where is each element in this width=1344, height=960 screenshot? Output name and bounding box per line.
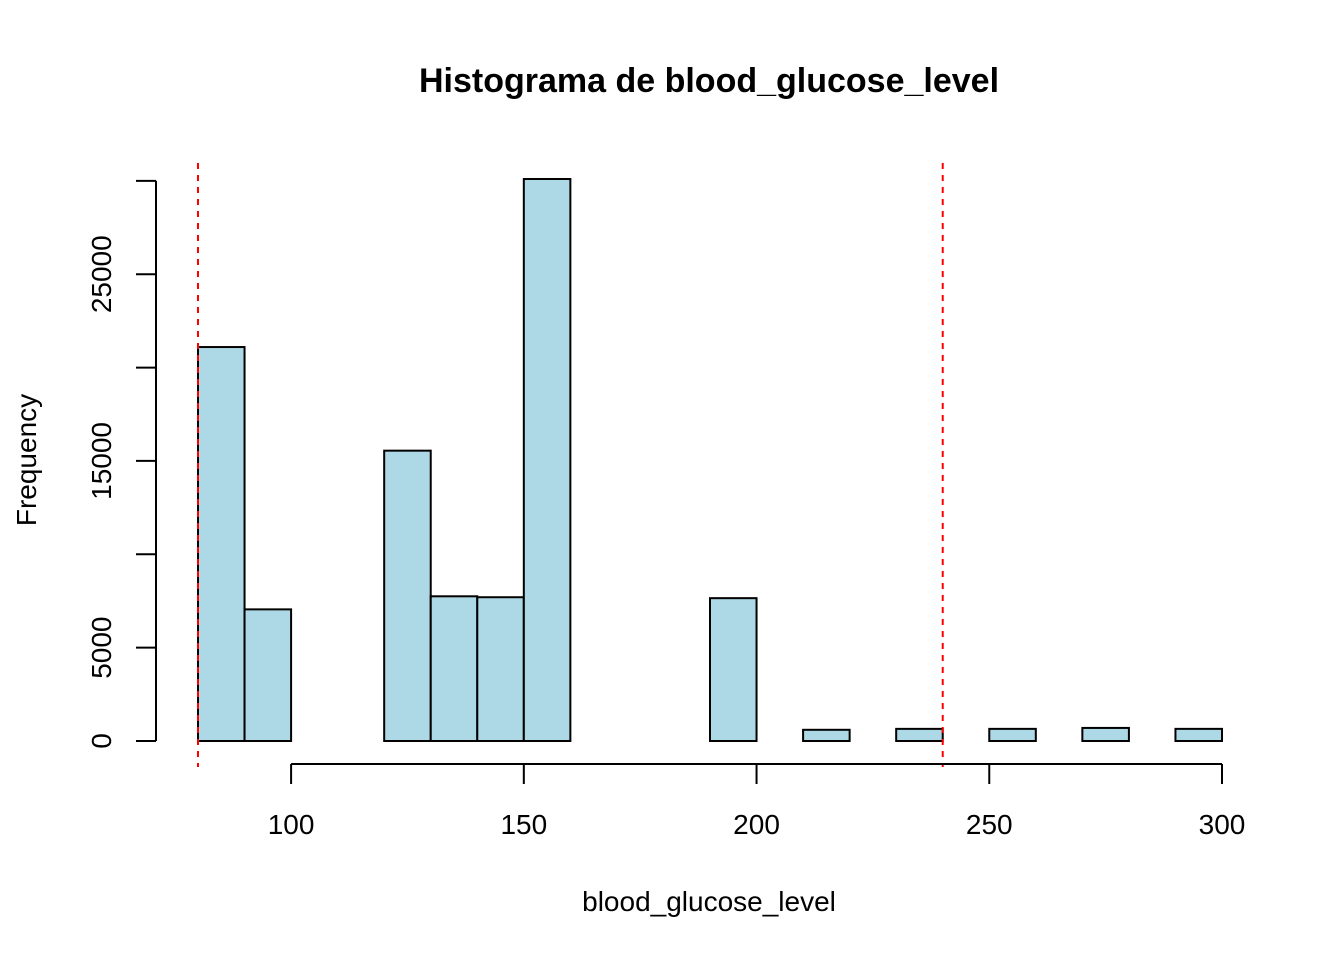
histogram-bar — [802, 728, 851, 743]
x-tick-label: 250 — [966, 809, 1013, 840]
histogram-bar — [243, 608, 293, 742]
x-tick-label: 150 — [500, 809, 547, 840]
bars-group — [197, 178, 1224, 743]
y-tick-label: 5000 — [86, 616, 117, 678]
histogram-bar — [197, 346, 246, 742]
chart-title: Histograma de blood_glucose_level — [419, 62, 999, 100]
x-axis: 100 150 200 250 300 — [268, 763, 1246, 840]
histogram-bar — [522, 178, 572, 742]
y-tick-label: 15000 — [86, 422, 117, 500]
histogram-bar — [988, 727, 1037, 742]
y-tick-label: 25000 — [86, 235, 117, 313]
y-axis-label: Frequency — [11, 394, 42, 526]
x-tick-label: 300 — [1199, 809, 1246, 840]
histogram-bar — [429, 595, 479, 743]
y-tick-label: 0 — [86, 733, 117, 749]
histogram-bar — [383, 449, 432, 742]
histogram-bar — [476, 596, 525, 742]
x-tick-label: 200 — [733, 809, 780, 840]
x-axis-label: blood_glucose_level — [582, 886, 836, 917]
histogram-bar — [895, 727, 944, 742]
histogram-bar — [1081, 726, 1130, 743]
x-tick-label: 100 — [268, 809, 315, 840]
histogram-bar — [1174, 727, 1224, 742]
histogram-bar — [709, 597, 758, 743]
y-axis: 0 5000 15000 25000 — [86, 179, 157, 749]
reference-lines-group — [197, 163, 944, 767]
